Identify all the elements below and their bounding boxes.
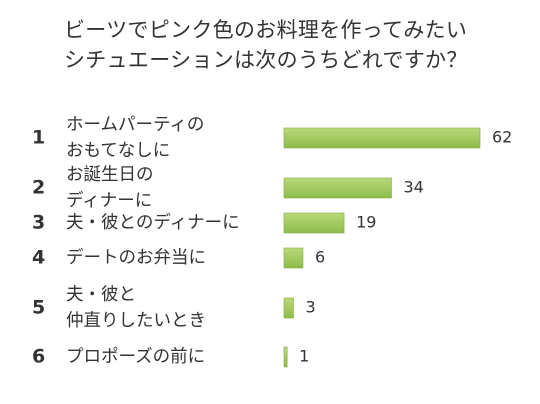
value-label: 6 (315, 248, 325, 267)
category-label: プロポーズの前に (66, 347, 205, 367)
chart-title-line-2: シチュエーションは次のうちどれですか？ (64, 48, 468, 72)
category-label: お誕生日の (66, 165, 154, 185)
chart-row: 3 夫・彼とのディナーに 19 (32, 212, 376, 234)
value-label: 3 (305, 298, 315, 317)
category-label: デートのお弁当に (66, 247, 206, 268)
rank-label: 2 (32, 177, 45, 199)
bar (283, 346, 288, 368)
bar (283, 127, 481, 149)
rank-label: 4 (32, 247, 45, 269)
rank-label: 1 (32, 127, 45, 149)
category-label: おもてなしに (66, 141, 170, 161)
bar (283, 297, 294, 319)
rank-label: 5 (32, 297, 45, 319)
bar (283, 247, 304, 269)
bar (283, 177, 392, 199)
chart-row: 4 デートのお弁当に 6 (32, 247, 325, 269)
value-label: 34 (403, 178, 423, 197)
category-label: 夫・彼とのディナーに (66, 212, 240, 233)
category-label: 仲直りしたいとき (66, 311, 206, 331)
rank-label: 3 (32, 212, 45, 234)
category-label: ホームパーティの (66, 115, 204, 135)
value-label: 1 (299, 347, 309, 366)
chart-row: 6 プロポーズの前に 1 (32, 346, 309, 368)
category-label: 夫・彼と (66, 285, 136, 305)
bar (283, 212, 345, 234)
chart-title-line-1: ビーツでピンク色のお料理を作ってみたい (64, 18, 468, 42)
value-label: 19 (356, 213, 376, 232)
category-label: ディナーに (66, 190, 152, 211)
rank-label: 6 (32, 346, 45, 368)
value-label: 62 (492, 128, 512, 147)
